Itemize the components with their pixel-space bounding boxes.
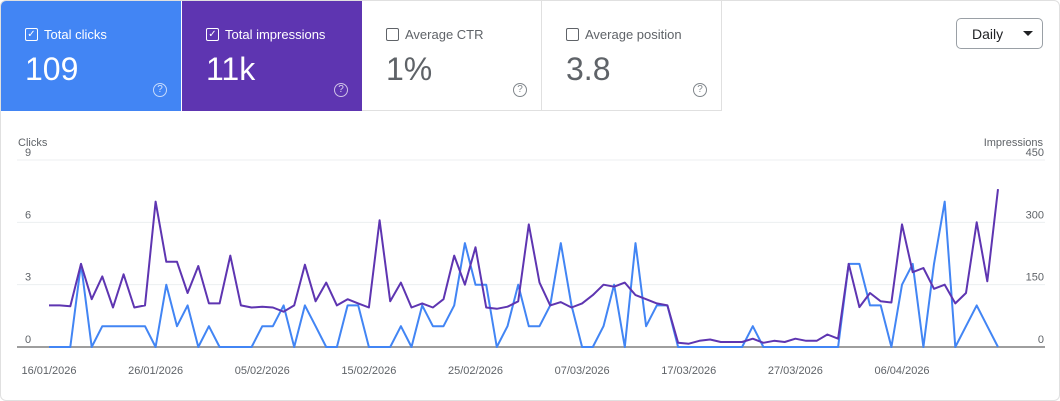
metric-card-average-position[interactable]: Average position 3.8 ? bbox=[542, 1, 722, 111]
left-tick-label: 3 bbox=[25, 272, 31, 284]
metric-value: 3.8 bbox=[566, 51, 611, 87]
caret-down-icon bbox=[1023, 30, 1034, 36]
x-tick-label: 26/01/2026 bbox=[128, 365, 183, 377]
left-tick-label: 0 bbox=[25, 334, 31, 346]
checkbox-unchecked-icon[interactable] bbox=[386, 28, 399, 41]
x-tick-label: 25/02/2026 bbox=[448, 365, 503, 377]
help-icon[interactable]: ? bbox=[513, 83, 527, 97]
metric-label: Total impressions bbox=[225, 27, 326, 42]
x-tick-label: 15/02/2026 bbox=[341, 365, 396, 377]
metric-value: 11k bbox=[206, 51, 256, 87]
metric-label: Average position bbox=[585, 27, 682, 42]
metric-value: 109 bbox=[25, 51, 79, 87]
metric-card-average-ctr[interactable]: Average CTR 1% ? bbox=[362, 1, 542, 111]
x-tick-label: 16/01/2026 bbox=[21, 365, 76, 377]
x-tick-label: 17/03/2026 bbox=[661, 365, 716, 377]
granularity-value: Daily bbox=[972, 25, 1004, 42]
clicks-line bbox=[49, 200, 999, 348]
metric-label: Average CTR bbox=[405, 27, 484, 42]
metric-card-total-clicks[interactable]: ✓ Total clicks 109 ? bbox=[1, 1, 181, 111]
left-axis-label: Clicks bbox=[18, 137, 48, 149]
checkbox-unchecked-icon[interactable] bbox=[566, 28, 579, 41]
help-icon[interactable]: ? bbox=[153, 83, 167, 97]
metric-value: 1% bbox=[386, 51, 433, 87]
metric-card-total-impressions[interactable]: ✓ Total impressions 11k ? bbox=[182, 1, 362, 111]
left-tick-label: 6 bbox=[25, 209, 31, 221]
right-tick-label: 0 bbox=[1038, 334, 1044, 346]
checkbox-checked-icon[interactable]: ✓ bbox=[25, 28, 38, 41]
right-tick-label: 150 bbox=[1026, 272, 1044, 284]
impressions-line bbox=[49, 188, 999, 345]
right-tick-label: 300 bbox=[1026, 209, 1044, 221]
x-tick-label: 27/03/2026 bbox=[768, 365, 823, 377]
checkbox-checked-icon[interactable]: ✓ bbox=[206, 28, 219, 41]
help-icon[interactable]: ? bbox=[693, 83, 707, 97]
right-axis-label: Impressions bbox=[983, 137, 1043, 149]
granularity-dropdown[interactable]: Daily bbox=[956, 18, 1043, 49]
x-tick-label: 05/02/2026 bbox=[235, 365, 290, 377]
x-tick-label: 07/03/2026 bbox=[555, 365, 610, 377]
x-tick-label: 06/04/2026 bbox=[875, 365, 930, 377]
help-icon[interactable]: ? bbox=[334, 83, 348, 97]
metric-label: Total clicks bbox=[44, 27, 107, 42]
